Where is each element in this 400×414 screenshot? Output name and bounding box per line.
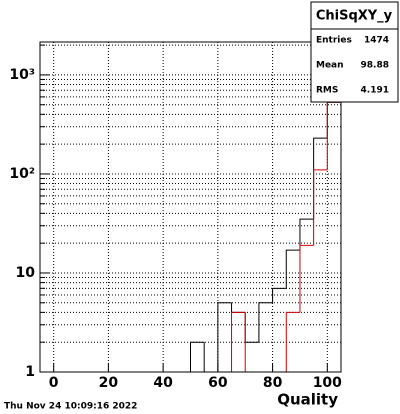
y-tick-label: 1	[25, 364, 35, 380]
stats-frame	[310, 1, 399, 103]
y-tick-label: 10	[16, 265, 36, 281]
y-tick-label: 10³	[9, 67, 35, 83]
histogram-bin	[190, 341, 205, 372]
histogram-bin	[299, 218, 314, 251]
histogram-bin	[313, 169, 328, 246]
x-tick-label: 40	[153, 375, 173, 391]
stats-value: 4.191	[361, 86, 389, 96]
histogram-bin	[299, 244, 314, 313]
histogram-bin	[285, 249, 300, 289]
x-tick-label: 100	[313, 375, 342, 391]
stats-box: ChiSqXY_y Entries 1474 Mean 98.88 RMS 4.191	[310, 1, 399, 103]
x-tick-label: 60	[208, 375, 228, 391]
x-axis-label: Quality	[277, 391, 338, 409]
stats-label: RMS	[316, 86, 338, 96]
stats-value: 1474	[364, 36, 389, 46]
histogram-bin	[285, 311, 300, 372]
stats-label: Entries	[316, 36, 352, 46]
stats-label: Mean	[316, 61, 344, 71]
x-tick-label: 0	[49, 375, 59, 391]
histogram-bin	[258, 302, 273, 343]
histogram-bin	[231, 311, 246, 372]
x-tick-label: 80	[263, 375, 283, 391]
frame	[39, 41, 342, 373]
timestamp: Thu Nov 24 10:09:16 2022	[4, 402, 137, 412]
histogram-bin	[217, 302, 232, 372]
x-tick-label: 20	[99, 375, 119, 391]
histogram-bin	[272, 287, 287, 303]
stats-value: 98.88	[361, 61, 389, 71]
stats-title: ChiSqXY_y	[316, 9, 393, 24]
y-tick-label: 10²	[9, 166, 35, 182]
